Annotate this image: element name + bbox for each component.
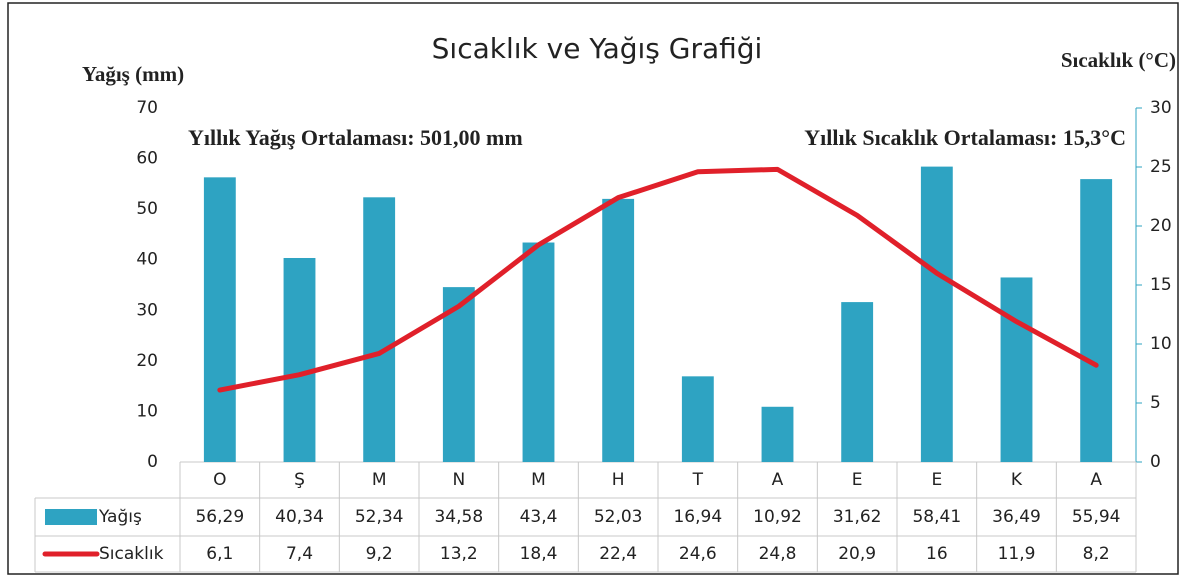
annotation: Yıllık Yağış Ortalaması: 501,00 mm <box>188 125 523 150</box>
y-tick-label: 70 <box>136 98 158 118</box>
table-value: 20,9 <box>838 544 876 564</box>
legend-label: Yağış <box>98 507 142 527</box>
table-value: 58,41 <box>912 507 961 527</box>
y2-tick-label: 15 <box>1150 275 1172 295</box>
table-value: 56,29 <box>195 507 244 527</box>
table-value: 52,34 <box>355 507 404 527</box>
table-value: 22,4 <box>599 544 637 564</box>
table-value: 55,94 <box>1072 507 1121 527</box>
table-value: 31,62 <box>833 507 882 527</box>
y2-axis-label: Sıcaklık (°C) <box>1061 48 1176 72</box>
bar <box>203 177 236 462</box>
y-tick-label: 50 <box>136 199 158 219</box>
y2-tick-label: 25 <box>1150 157 1172 177</box>
bar <box>283 257 316 462</box>
legend-label: Sıcaklık <box>99 544 164 564</box>
table-value: 11,9 <box>998 544 1036 564</box>
y-tick-label: 30 <box>136 300 158 320</box>
line <box>217 166 1099 393</box>
x-tick-label: A <box>772 470 784 490</box>
table-value: 24,8 <box>759 544 797 564</box>
bar <box>1080 179 1113 462</box>
y2-tick-label: 10 <box>1150 334 1172 354</box>
y2-tick-label: 0 <box>1150 452 1161 472</box>
table-value: 6,1 <box>206 544 233 564</box>
chart-title: Sıcaklık ve Yağış Grafiği <box>432 32 763 65</box>
y-tick-label: 40 <box>136 250 158 270</box>
x-tick-label: M <box>531 470 546 490</box>
table-value: 34,58 <box>434 507 483 527</box>
bar <box>920 166 953 462</box>
y-tick-label: 20 <box>136 351 158 371</box>
bar <box>1000 277 1033 462</box>
x-tick-label: H <box>612 470 625 490</box>
table-value: 7,4 <box>286 544 313 564</box>
bar <box>522 242 555 462</box>
y-axis-label: Yağış (mm) <box>82 62 184 86</box>
bar <box>363 197 396 462</box>
bar <box>602 198 635 462</box>
x-tick-label: E <box>852 470 863 490</box>
x-tick-label: Ş <box>294 470 305 490</box>
bar <box>442 287 475 462</box>
table-value: 36,49 <box>992 507 1041 527</box>
table-value: 40,34 <box>275 507 324 527</box>
x-tick-label: E <box>931 470 942 490</box>
y-tick-label: 60 <box>136 149 158 169</box>
x-tick-label: A <box>1090 470 1102 490</box>
x-tick-label: N <box>452 470 465 490</box>
legend-swatch <box>45 509 97 525</box>
table-value: 10,92 <box>753 507 802 527</box>
annotation: Yıllık Sıcaklık Ortalaması: 15,3°C <box>804 125 1126 150</box>
table-value: 8,2 <box>1083 544 1110 564</box>
table-value: 24,6 <box>679 544 717 564</box>
y2-tick-label: 20 <box>1150 216 1172 236</box>
x-tick-label: M <box>372 470 387 490</box>
table-value: 18,4 <box>520 544 558 564</box>
y2-tick-label: 30 <box>1150 98 1172 118</box>
y-tick-label: 0 <box>147 452 158 472</box>
y2-tick-label: 5 <box>1150 393 1161 413</box>
table-value: 43,4 <box>520 507 558 527</box>
x-tick-label: O <box>213 470 226 490</box>
table-value: 52,03 <box>594 507 643 527</box>
y-tick-label: 10 <box>136 401 158 421</box>
table-value: 13,2 <box>440 544 478 564</box>
table-value: 9,2 <box>366 544 393 564</box>
table-value: 16 <box>926 544 948 564</box>
bar <box>761 406 794 462</box>
bar <box>841 302 874 462</box>
x-tick-label: K <box>1011 470 1023 490</box>
bar <box>681 376 714 462</box>
x-tick-label: T <box>692 470 704 490</box>
table-value: 16,94 <box>673 507 722 527</box>
frame <box>7 2 1179 575</box>
